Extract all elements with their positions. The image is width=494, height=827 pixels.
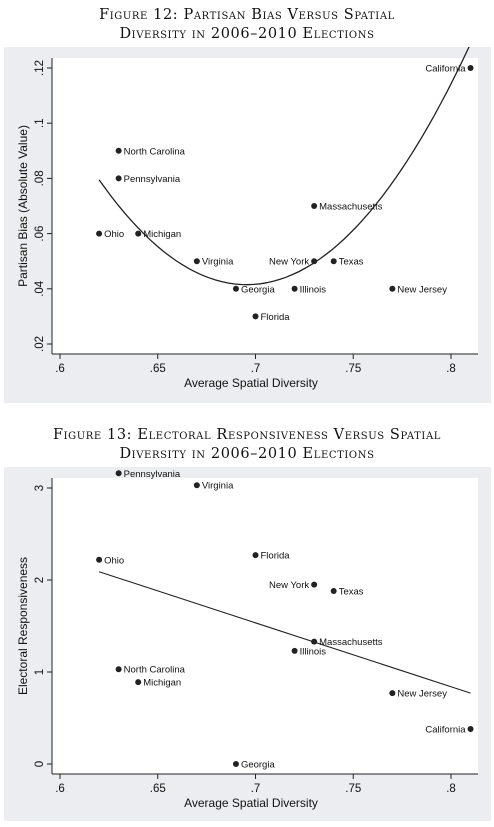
point-label-california: California — [425, 64, 466, 75]
point-new-york — [311, 258, 318, 265]
point-label-virginia: Virginia — [202, 481, 234, 492]
plot-area — [52, 58, 478, 354]
point-label-michigan: Michigan — [143, 229, 181, 240]
point-ohio — [96, 230, 103, 237]
y-tick-label: 3 — [34, 485, 46, 491]
y-tick-label: .08 — [34, 170, 46, 186]
point-texas — [330, 588, 337, 595]
y-axis-label: Electoral Responsiveness — [16, 557, 30, 695]
point-georgia — [232, 285, 239, 292]
figure-12-panel: .6 .65 .7 .75 .8 .02 .04 .06 .08 .1 .12 Average Spa… — [4, 8, 491, 403]
point-label-virginia: Virginia — [202, 257, 234, 268]
point-label-texas: Texas — [339, 587, 364, 598]
figure-13-title-line1: Figure 13: Electoral Responsiveness Vers… — [52, 427, 442, 443]
x-tick-label: .8 — [446, 363, 456, 375]
x-tick-label: .6 — [55, 783, 65, 795]
y-tick-label: 2 — [34, 577, 46, 583]
x-tick-label: .7 — [251, 783, 261, 795]
point-florida — [252, 552, 259, 559]
point-label-massachusetts: Massachusetts — [319, 202, 383, 213]
x-axis-label: Average Spatial Diversity — [184, 376, 318, 390]
point-illinois — [291, 285, 298, 292]
point-label-ohio: Ohio — [104, 555, 124, 566]
linear-fit-line — [98, 571, 471, 694]
point-florida — [252, 313, 259, 320]
point-virginia — [193, 258, 200, 265]
point-label-california: California — [425, 725, 466, 736]
point-california — [467, 65, 474, 71]
y-tick-label: 0 — [34, 761, 46, 767]
point-pennsylvania — [115, 175, 122, 182]
point-label-illinois: Illinois — [300, 646, 327, 657]
point-label-georgia: Georgia — [241, 760, 276, 771]
point-north-carolina — [115, 666, 122, 673]
point-label-florida: Florida — [261, 312, 291, 323]
point-illinois — [291, 647, 298, 654]
y-tick-label: .12 — [34, 60, 46, 76]
point-virginia — [193, 482, 200, 489]
figure-12-title: Figure 12: Partisan Bias Versus Spatial … — [0, 6, 494, 44]
point-label-new-jersey: New Jersey — [397, 284, 447, 295]
point-label-pennsylvania: Pennsylvania — [124, 469, 181, 480]
y-axis-label: Partisan Bias (Absolute Value) — [16, 125, 30, 287]
point-label-illinois: Illinois — [300, 284, 327, 295]
x-tick-label: .6 — [55, 363, 65, 375]
x-tick-label: .7 — [251, 363, 261, 375]
point-massachusetts — [311, 203, 318, 209]
point-label-north-carolina: North Carolina — [124, 146, 186, 157]
figure-13-panel: .6 .65 .7 .75 .8 0 1 2 3 Average Spatial Diversit… — [4, 467, 491, 821]
point-label-florida: Florida — [261, 551, 291, 562]
point-label-new-york: New York — [269, 580, 309, 591]
point-label-new-jersey: New Jersey — [397, 689, 447, 700]
point-massachusetts — [311, 638, 318, 645]
point-pennsylvania — [115, 470, 122, 477]
point-label-massachusetts: Massachusetts — [319, 637, 383, 648]
point-new-jersey — [389, 690, 396, 697]
point-ohio — [96, 556, 103, 563]
point-label-michigan: Michigan — [143, 678, 181, 689]
point-georgia — [232, 761, 239, 767]
y-tick-label: .02 — [34, 336, 46, 352]
point-label-new-york: New York — [269, 257, 309, 268]
point-new-york — [311, 581, 318, 588]
point-label-georgia: Georgia — [241, 284, 276, 295]
x-axis-label: Average Spatial Diversity — [184, 796, 318, 810]
x-tick-label: .8 — [446, 783, 456, 795]
y-tick-label: .1 — [34, 118, 46, 128]
x-tick-label: .65 — [150, 783, 166, 795]
x-tick-label: .75 — [345, 363, 361, 375]
y-tick-label: .06 — [34, 226, 46, 242]
point-label-ohio: Ohio — [104, 229, 124, 240]
quadratic-fit-line — [98, 8, 487, 286]
point-michigan — [135, 679, 142, 686]
point-california — [467, 726, 474, 733]
point-north-carolina — [115, 147, 122, 154]
partisan-bias-chart: .6 .65 .7 .75 .8 .02 .04 .06 .08 .1 .12 Average Spa… — [16, 8, 487, 390]
y-tick-label: .04 — [34, 280, 46, 297]
point-michigan — [135, 230, 142, 237]
x-tick-label: .75 — [345, 783, 361, 795]
figure-13-title-line2: Diversity in 2006–2010 Elections — [119, 446, 375, 462]
x-tick-label: .65 — [150, 363, 166, 375]
point-label-pennsylvania: Pennsylvania — [124, 174, 181, 185]
point-texas — [330, 258, 337, 265]
figure-12-title-line2: Diversity in 2006–2010 Elections — [119, 26, 375, 42]
figure-13-title: Figure 13: Electoral Responsiveness Vers… — [0, 426, 494, 464]
figure-12-title-line1: Figure 12: Partisan Bias Versus Spatial — [99, 7, 395, 23]
electoral-responsiveness-chart: .6 .65 .7 .75 .8 0 1 2 3 Average Spatial Diversit… — [16, 469, 478, 810]
point-new-jersey — [389, 285, 396, 292]
point-label-north-carolina: North Carolina — [124, 665, 186, 676]
point-label-texas: Texas — [339, 257, 364, 268]
y-tick-label: 1 — [34, 669, 46, 675]
